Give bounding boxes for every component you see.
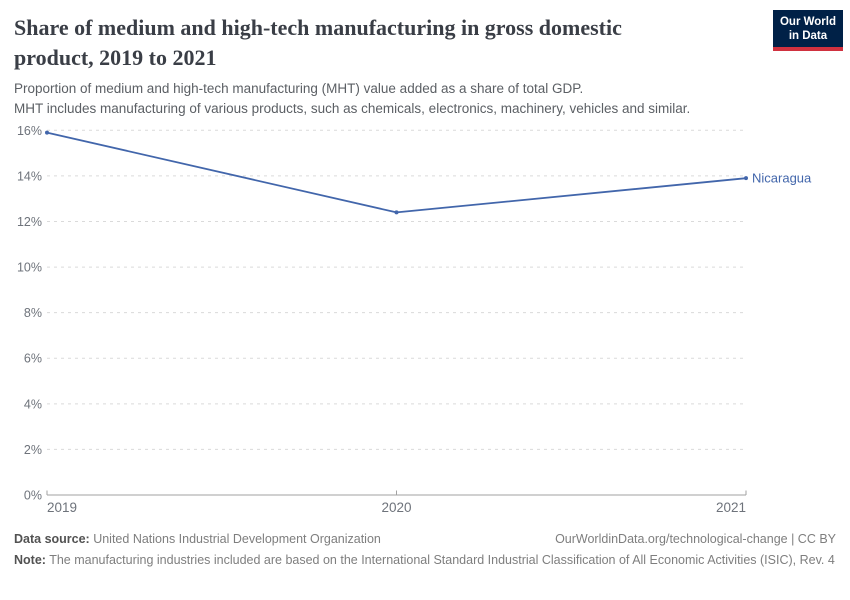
- y-axis-tick-label: 6%: [24, 352, 42, 366]
- y-axis-tick-label: 0%: [24, 489, 42, 503]
- data-source-label: Data source:: [14, 532, 90, 546]
- y-axis-tick-label: 16%: [17, 124, 42, 138]
- owid-logo-line2: in Data: [788, 29, 828, 42]
- data-line: [46, 131, 747, 214]
- owid-url-link[interactable]: OurWorldinData.org/technological-change …: [555, 532, 836, 546]
- owid-logo-line1: Our World: [779, 16, 836, 28]
- footnote: Note: The manufacturing industries inclu…: [14, 551, 836, 569]
- y-axis-tick-label: 4%: [24, 397, 42, 411]
- chart-subtitle: Proportion of medium and high-tech manuf…: [14, 79, 814, 119]
- data-point-marker: [45, 130, 49, 135]
- y-axis-tick-label: 14%: [17, 169, 42, 183]
- note-value: The manufacturing industries included ar…: [45, 553, 835, 567]
- chart-title: Share of medium and high-tech manufactur…: [14, 15, 622, 70]
- y-axis-tick-label: 12%: [17, 215, 42, 229]
- subtitle-line-2: MHT includes manufacturing of various pr…: [14, 101, 691, 116]
- data-point-marker: [394, 210, 399, 215]
- x-axis-tick-label: 2021: [716, 500, 746, 515]
- y-axis-tick-label: 8%: [24, 306, 42, 320]
- series-end-label: Nicaragua: [752, 171, 812, 186]
- owid-logo[interactable]: Our World in Data: [772, 10, 843, 51]
- note-label: Note:: [14, 553, 46, 567]
- footer: Data source: United Nations Industrial D…: [14, 531, 836, 547]
- x-axis-tick-label: 2020: [381, 500, 411, 515]
- data-source-text: Data source: United Nations Industrial D…: [14, 531, 381, 547]
- data-source-value: United Nations Industrial Development Or…: [89, 532, 381, 546]
- y-axis-tick-label: 2%: [24, 443, 42, 457]
- y-axis-tick-label: 10%: [17, 261, 42, 275]
- subtitle-line-1: Proportion of medium and high-tech manuf…: [14, 81, 584, 96]
- data-point-marker: [744, 176, 748, 181]
- line-chart-canvas: 0% 2% 4% 6% 8% 10% 12% 14% 16% 2019 2020 2021 Nicara…: [17, 124, 812, 515]
- x-axis-tick-label: 2019: [47, 500, 77, 515]
